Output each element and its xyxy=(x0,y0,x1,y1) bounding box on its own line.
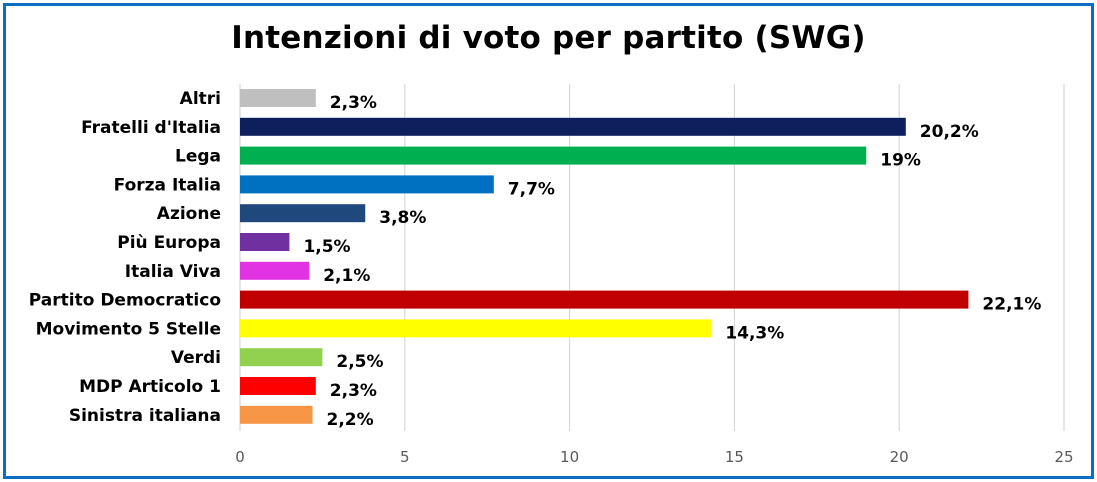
category-label: MDP Articolo 1 xyxy=(79,377,221,397)
bar xyxy=(240,204,366,223)
data-label: 19% xyxy=(880,151,921,171)
bars xyxy=(240,89,969,424)
gridlines xyxy=(239,84,1065,431)
bar xyxy=(240,261,310,280)
data-label: 20,2% xyxy=(920,122,979,142)
bar xyxy=(240,348,323,367)
data-label: 3,8% xyxy=(379,208,426,228)
data-label: 7,7% xyxy=(508,179,555,199)
x-tick-label: 20 xyxy=(890,448,909,466)
category-label: Lega xyxy=(175,147,221,167)
data-label: 22,1% xyxy=(982,295,1041,315)
bar xyxy=(240,405,313,424)
x-tick-label: 15 xyxy=(725,448,744,466)
bar xyxy=(240,233,290,251)
data-label: 14,3% xyxy=(725,323,784,343)
category-labels: Altri Fratelli d'Italia Lega Forza Italia Az… xyxy=(29,89,221,426)
bar xyxy=(240,290,969,309)
x-tick-label: 10 xyxy=(560,448,579,466)
chart-title: Intenzioni di voto per partito (SWG) xyxy=(231,20,866,56)
bar xyxy=(240,175,494,194)
x-axis-ticks: 0 5 10 15 20 25 xyxy=(235,448,1073,466)
category-label: Altri xyxy=(180,89,221,109)
data-label: 2,5% xyxy=(336,352,383,372)
bar xyxy=(240,377,316,395)
category-label: Verdi xyxy=(171,348,221,368)
data-label: 2,1% xyxy=(323,266,370,286)
category-label: Partito Democratico xyxy=(29,291,221,311)
value-labels: 2,3% 20,2% 19% 7,7% 3,8% 1,5% 2,1% 22,1% 14,3% 2,… xyxy=(303,93,1041,430)
bar xyxy=(240,117,906,136)
bar xyxy=(240,89,316,107)
chart-frame xyxy=(3,3,1094,479)
category-label: Italia Viva xyxy=(125,262,221,282)
category-label: Movimento 5 Stelle xyxy=(36,319,221,339)
x-tick-label: 5 xyxy=(400,448,410,466)
x-tick-label: 25 xyxy=(1054,448,1073,466)
category-label: Più Europa xyxy=(117,233,221,253)
x-tick-label: 0 xyxy=(235,448,245,466)
category-label: Sinistra italiana xyxy=(69,406,221,426)
category-label: Forza Italia xyxy=(114,175,221,195)
data-label: 2,3% xyxy=(330,93,377,113)
category-label: Fratelli d'Italia xyxy=(81,118,221,138)
data-label: 1,5% xyxy=(303,237,350,257)
bar xyxy=(240,146,867,165)
data-label: 2,2% xyxy=(327,410,374,430)
bar xyxy=(240,319,712,338)
data-label: 2,3% xyxy=(330,381,377,401)
category-label: Azione xyxy=(157,204,221,224)
